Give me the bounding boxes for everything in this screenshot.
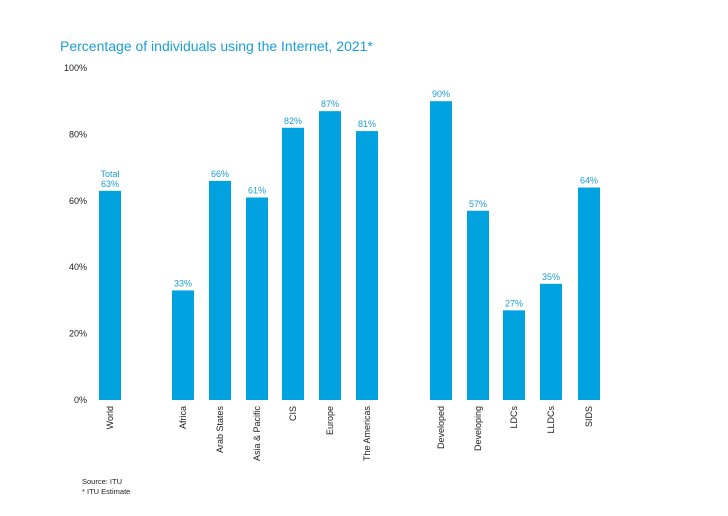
category-label: Asia & Pacific xyxy=(252,406,262,462)
y-tick-label: 0% xyxy=(74,395,87,405)
bar xyxy=(282,127,304,400)
bar xyxy=(540,283,562,400)
category-label: CIS xyxy=(288,406,298,421)
bar xyxy=(578,187,600,400)
chart-title: Percentage of individuals using the Inte… xyxy=(60,38,373,54)
data-label: 87% xyxy=(321,99,339,109)
estimate-note: * ITU Estimate xyxy=(82,487,131,496)
category-label: Europe xyxy=(325,406,335,435)
bar xyxy=(430,101,452,400)
source-note: Source: ITU xyxy=(82,477,123,486)
y-tick-label: 80% xyxy=(69,129,87,139)
bar xyxy=(246,197,268,400)
data-label: 63% xyxy=(101,179,119,189)
data-label: 66% xyxy=(211,169,229,179)
category-label: LDCs xyxy=(509,406,519,429)
bar xyxy=(356,131,378,400)
bar xyxy=(319,111,341,400)
data-label: 81% xyxy=(358,119,376,129)
bar xyxy=(209,180,231,400)
category-label: Developed xyxy=(436,406,446,449)
data-label: 27% xyxy=(505,298,523,308)
y-tick-label: 60% xyxy=(69,196,87,206)
bar xyxy=(99,190,121,400)
category-label: World xyxy=(105,406,115,429)
y-tick-label: 100% xyxy=(64,63,87,73)
data-label: 61% xyxy=(248,185,266,195)
category-label: The Americas xyxy=(362,406,372,462)
data-label: 90% xyxy=(432,89,450,99)
category-label: Developing xyxy=(473,406,483,451)
bar xyxy=(467,210,489,400)
category-label: Arab States xyxy=(215,406,225,454)
data-label: 33% xyxy=(174,278,192,288)
y-tick-label: 20% xyxy=(69,329,87,339)
bar xyxy=(172,290,194,400)
category-label: LLDCs xyxy=(546,406,556,434)
data-label: 35% xyxy=(542,272,560,282)
annotation-label: Total xyxy=(100,169,119,179)
data-label: 64% xyxy=(580,176,598,186)
data-label: 82% xyxy=(284,116,302,126)
footnotes: Source: ITU * ITU Estimate xyxy=(82,477,130,497)
bar xyxy=(503,310,525,400)
category-label: Africa xyxy=(178,406,188,429)
y-tick-label: 40% xyxy=(69,262,87,272)
category-label: SIDS xyxy=(584,406,594,427)
data-label: 57% xyxy=(469,199,487,209)
